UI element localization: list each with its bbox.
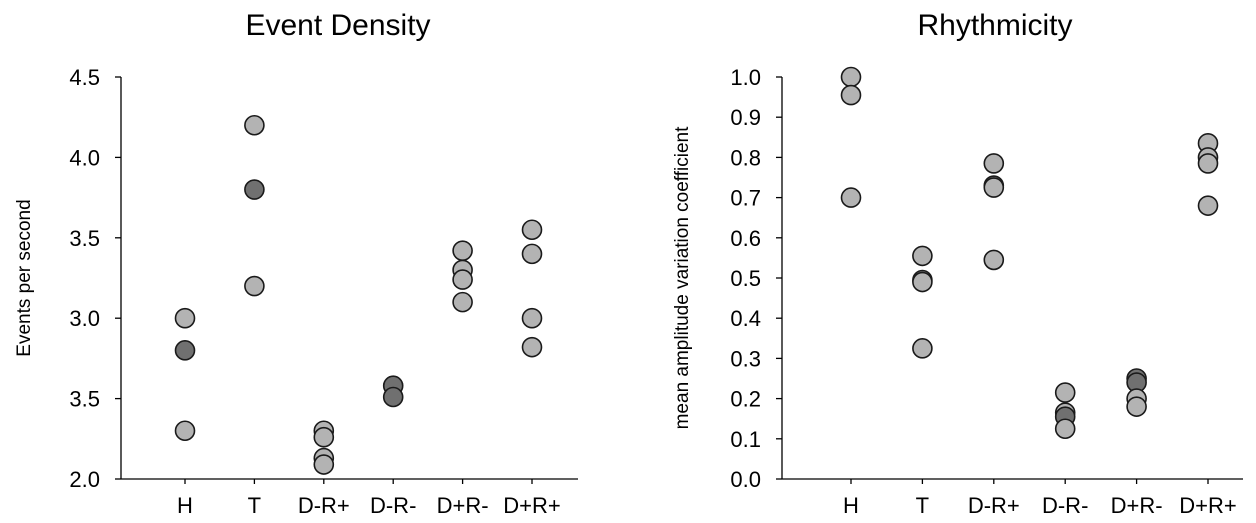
data-point [521, 336, 543, 358]
data-point [244, 114, 265, 136]
data-point [174, 340, 196, 361]
x-tick-label: D+R+ [1179, 493, 1236, 518]
x-tick-label: D+R- [1111, 493, 1163, 518]
data-point [983, 249, 1005, 271]
x-tick-label: T [248, 493, 261, 518]
x-tick-label: D-R- [1042, 493, 1088, 518]
data-point [521, 219, 543, 241]
y-tick-label: 3.5 [69, 387, 100, 412]
data-point [452, 269, 473, 290]
x-tick-label: H [177, 493, 193, 518]
y-tick-label: 3.0 [69, 306, 100, 331]
x-tick-label: D+R+ [503, 493, 560, 518]
y-tick-label: 0.4 [730, 306, 761, 331]
data-point [452, 240, 473, 261]
y-tick-label: 1.0 [730, 65, 761, 90]
data-point [521, 243, 543, 265]
data-point [1197, 153, 1219, 174]
y-tick-label: 4.5 [69, 65, 100, 90]
data-point [313, 426, 335, 448]
data-point [174, 420, 196, 442]
y-tick-label: 0.7 [730, 186, 761, 211]
data-point [1054, 418, 1076, 440]
y-tick-label: 3.5 [69, 226, 100, 251]
data-point [840, 187, 862, 208]
data-point [912, 245, 933, 267]
data-point [1054, 382, 1076, 403]
y-axis-label: Events per second [14, 199, 35, 356]
data-point [840, 84, 862, 106]
y-tick-label: 0.6 [730, 226, 761, 251]
data-point [313, 454, 335, 475]
x-tick-label: T [916, 493, 929, 518]
y-tick-label: 0.1 [730, 427, 761, 452]
y-tick-label: 2.0 [69, 467, 100, 492]
data-point [840, 66, 862, 88]
chart-title: Rhythmicity [917, 9, 1072, 42]
data-point [983, 177, 1005, 198]
x-tick-label: H [843, 493, 859, 518]
data-point [1197, 195, 1219, 216]
data-point [521, 307, 543, 329]
data-point [1126, 396, 1147, 417]
data-point [912, 338, 933, 359]
x-tick-label: D+R- [437, 493, 489, 518]
data-point [452, 291, 473, 313]
y-tick-label: 0.0 [730, 467, 761, 492]
y-tick-label: 0.9 [730, 105, 761, 130]
x-tick-label: D-R- [370, 493, 416, 518]
y-tick-label: 0.8 [730, 145, 761, 170]
x-tick-label: D-R+ [298, 493, 350, 518]
x-tick-label: D-R+ [968, 493, 1020, 518]
data-point [912, 271, 933, 293]
y-tick-label: 0.2 [730, 387, 761, 412]
chart-title: Event Density [245, 9, 430, 42]
data-point [382, 386, 404, 408]
data-point [244, 179, 265, 200]
event-density-panel: Event Density Events per second 2.0 3.5 3.0 3… [14, 9, 578, 518]
data-point [174, 307, 196, 329]
rhythmicity-panel: Rhythmicity mean amplitude variation coef… [672, 9, 1243, 518]
y-tick-label: 0.3 [730, 346, 761, 371]
data-point [244, 275, 265, 297]
data-point [983, 153, 1005, 174]
y-tick-label: 0.5 [730, 266, 761, 291]
y-axis-label: mean amplitude variation coefficient [672, 126, 693, 429]
y-tick-label: 4.0 [69, 145, 100, 170]
